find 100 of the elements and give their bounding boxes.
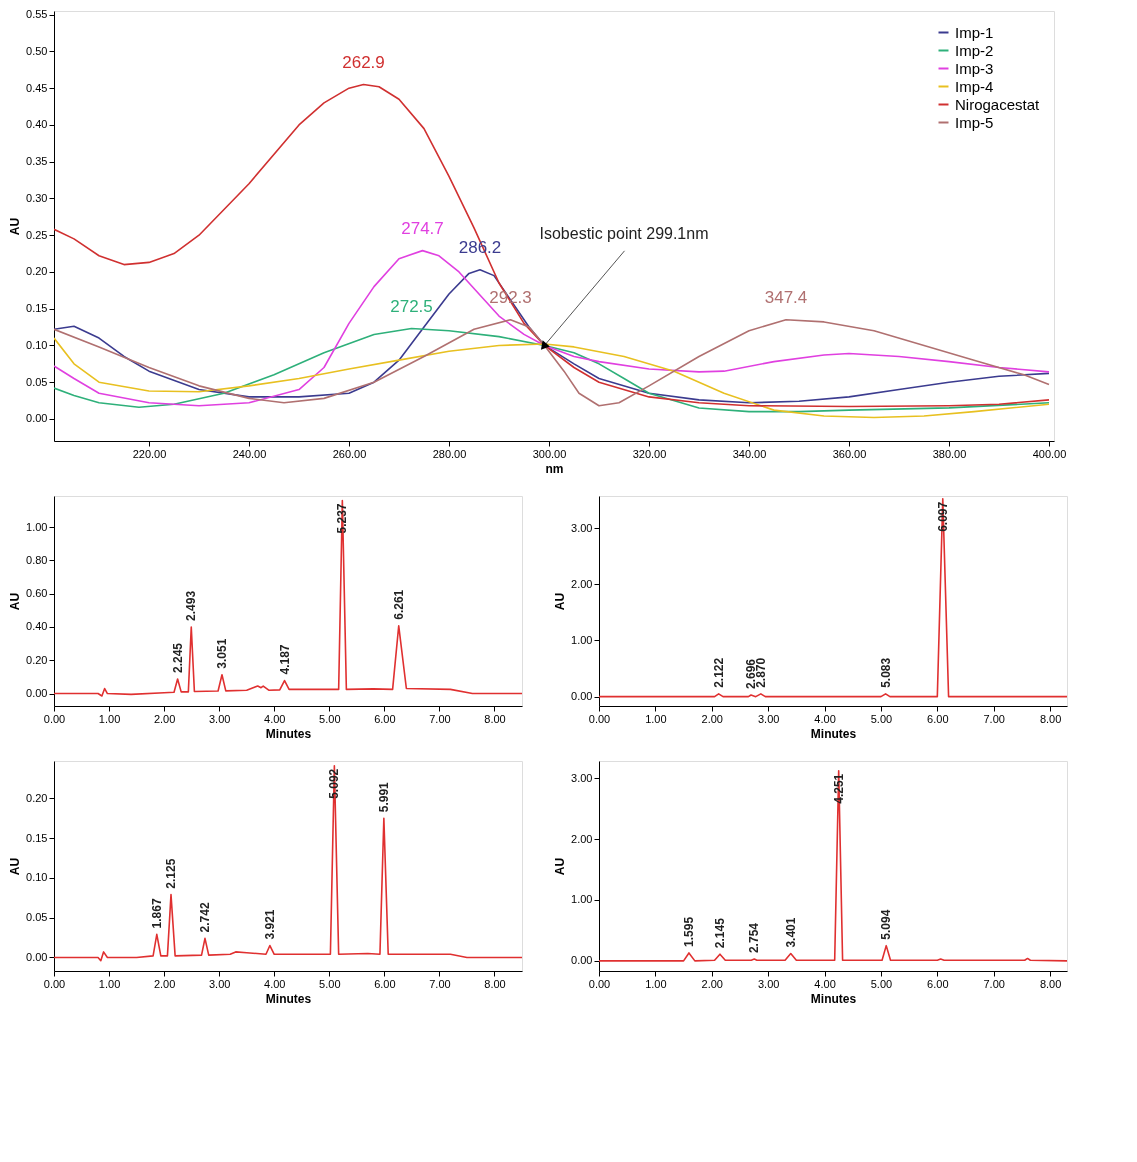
annotation: 6.097	[935, 501, 950, 532]
x-tick-label: 6.00	[374, 712, 396, 725]
annotation: 347.4	[764, 287, 808, 307]
x-tick-label: 7.00	[429, 712, 451, 725]
x-tick-label: 5.00	[319, 712, 341, 725]
annotation: 3.051	[214, 638, 229, 669]
annotation: 2.754	[747, 922, 762, 954]
x-tick-label: 3.00	[208, 977, 231, 990]
x-tick-label: 340.00	[732, 447, 767, 460]
annotation: 2.125	[164, 858, 178, 889]
annotation: 272.5	[390, 296, 433, 316]
x-tick-label: 1.00	[98, 977, 121, 990]
x-tick-label: 2.00	[701, 712, 723, 725]
annotation: 2.245	[170, 642, 185, 674]
x-tick-label: 7.00	[429, 977, 451, 990]
annotation: 5.991	[376, 781, 391, 813]
x-tick-label: 4.00	[814, 977, 836, 990]
y-axis-title: AU	[8, 857, 23, 876]
y-tick-label: 0.00	[26, 412, 48, 425]
line-series	[54, 499, 522, 697]
x-tick-label: 5.00	[870, 712, 893, 725]
y-tick-label: 0.05	[26, 375, 48, 388]
x-tick-label: 240.00	[232, 447, 267, 460]
annotation: 1.867	[149, 898, 164, 929]
annotation: Isobestic point 299.1nm	[539, 225, 709, 243]
y-axis-title: AU	[553, 592, 568, 611]
x-tick-label: 8.00	[1039, 712, 1062, 725]
x-tick-label: 4.00	[264, 712, 286, 725]
y-tick-label: 0.00	[571, 954, 593, 967]
annotation: 4.187	[277, 644, 292, 675]
y-tick-label: 0.20	[26, 653, 48, 666]
x-tick-label: 1.00	[645, 712, 667, 725]
y-tick-label: 2.00	[571, 577, 593, 590]
legend-label: Imp-3	[955, 59, 994, 77]
y-tick-label: 3.00	[571, 771, 593, 784]
x-tick-label: 0.00	[43, 712, 66, 725]
legend-label: Nirogacestat	[955, 95, 1041, 113]
y-tick-label: 0.40	[26, 620, 48, 633]
annotation: 4.251	[831, 773, 846, 804]
x-tick-label: 8.00	[1039, 977, 1062, 990]
y-tick-label: 0.00	[26, 687, 48, 700]
legend-label: Imp-1	[955, 23, 994, 41]
y-tick-label: 0.15	[26, 831, 48, 844]
line-series	[54, 318, 1050, 407]
line-series	[54, 327, 1050, 413]
y-tick-label: 0.15	[26, 302, 48, 315]
x-tick-label: 2.00	[153, 712, 176, 725]
x-tick-label: 280.00	[432, 447, 467, 460]
x-tick-label: 3.00	[757, 977, 780, 990]
x-tick-label: 5.00	[319, 977, 341, 990]
legend-label: Imp-2	[955, 41, 994, 59]
y-tick-label: 3.00	[571, 521, 593, 534]
y-tick-label: 0.10	[26, 871, 48, 884]
annotation: 5.094	[879, 909, 894, 940]
line-series	[599, 769, 1067, 962]
x-tick-label: 4.00	[264, 977, 286, 990]
x-tick-label: 2.00	[153, 977, 176, 990]
y-tick-label: 0.20	[26, 265, 48, 278]
x-tick-label: 2.00	[701, 977, 723, 990]
x-tick-label: 7.00	[983, 977, 1005, 990]
x-tick-label: 1.00	[645, 977, 667, 990]
y-tick-label: 0.30	[26, 191, 48, 204]
y-tick-label: 2.00	[571, 832, 593, 845]
annotation: 262.9	[342, 52, 385, 72]
annotation: 6.261	[391, 589, 406, 620]
x-tick-label: 6.00	[374, 977, 396, 990]
y-axis-title: AU	[8, 217, 23, 236]
x-tick-label: 8.00	[484, 712, 506, 725]
y-tick-label: 0.50	[26, 44, 48, 57]
legend-label: Imp-4	[955, 77, 994, 95]
y-tick-label: 0.60	[26, 587, 48, 600]
x-tick-label: 3.00	[208, 712, 231, 725]
line-series	[54, 764, 522, 962]
annotation: 2.493	[184, 590, 199, 621]
x-tick-label: 5.00	[870, 977, 893, 990]
annotation: 3.921	[262, 909, 277, 940]
annotation: 5.092	[327, 768, 342, 799]
x-axis-title: nm	[545, 461, 564, 476]
y-tick-label: 0.05	[26, 911, 48, 924]
x-axis-title: Minutes	[265, 726, 312, 741]
x-tick-label: 0.00	[43, 977, 66, 990]
x-tick-label: 6.00	[927, 712, 949, 725]
y-tick-label: 0.55	[26, 8, 48, 21]
y-axis-title: AU	[8, 592, 23, 611]
annotation: 2.122	[711, 657, 726, 688]
y-tick-label: 0.10	[26, 338, 48, 351]
x-tick-label: 300.00	[532, 447, 567, 460]
x-tick-label: 380.00	[932, 447, 967, 460]
annotation: 2.742	[197, 902, 212, 933]
y-tick-label: 0.40	[26, 118, 48, 131]
x-tick-label: 4.00	[814, 712, 836, 725]
annotation: 274.7	[401, 218, 444, 238]
x-tick-label: 400.00	[1032, 447, 1067, 460]
x-tick-label: 6.00	[927, 977, 949, 990]
x-axis-title: Minutes	[265, 991, 312, 1006]
line-series	[599, 498, 1067, 698]
x-tick-label: 360.00	[832, 447, 867, 460]
annotation: 1.595	[681, 916, 696, 947]
y-tick-label: 0.80	[26, 553, 48, 566]
y-tick-label: 0.00	[26, 950, 48, 963]
